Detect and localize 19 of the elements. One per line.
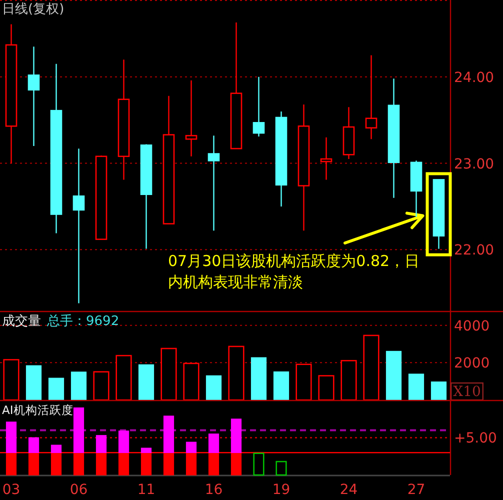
x-tick-label: 27 (407, 482, 426, 498)
y-tick-label: 23.00 (454, 156, 494, 172)
x-tick-label: 11 (137, 482, 156, 498)
x-tick-label: 24 (340, 482, 358, 498)
y-tick-label: 2000 (454, 356, 490, 372)
x-tick-label: 19 (272, 482, 290, 498)
y-tick-label: 4000 (454, 318, 490, 334)
chart-title: 成交量 (2, 313, 41, 329)
x-tick-label: 06 (70, 482, 88, 498)
y-tick-label: 24.00 (454, 70, 494, 86)
chart-title: 日线(复权) (2, 2, 64, 17)
x-tick-label: 16 (204, 482, 223, 498)
chart-title: AI机构活跃度 (2, 403, 74, 417)
chart-subtitle: 总手：9692 (46, 314, 120, 329)
note: 07月30日该股机构活跃度为0.82，日内机构表现非常清淡 (168, 252, 420, 291)
y-tick-label: +5.00 (454, 430, 497, 447)
x-tick-label: 03 (2, 482, 20, 498)
text: X10 (453, 384, 481, 400)
y-tick-label: 22.00 (454, 242, 494, 259)
